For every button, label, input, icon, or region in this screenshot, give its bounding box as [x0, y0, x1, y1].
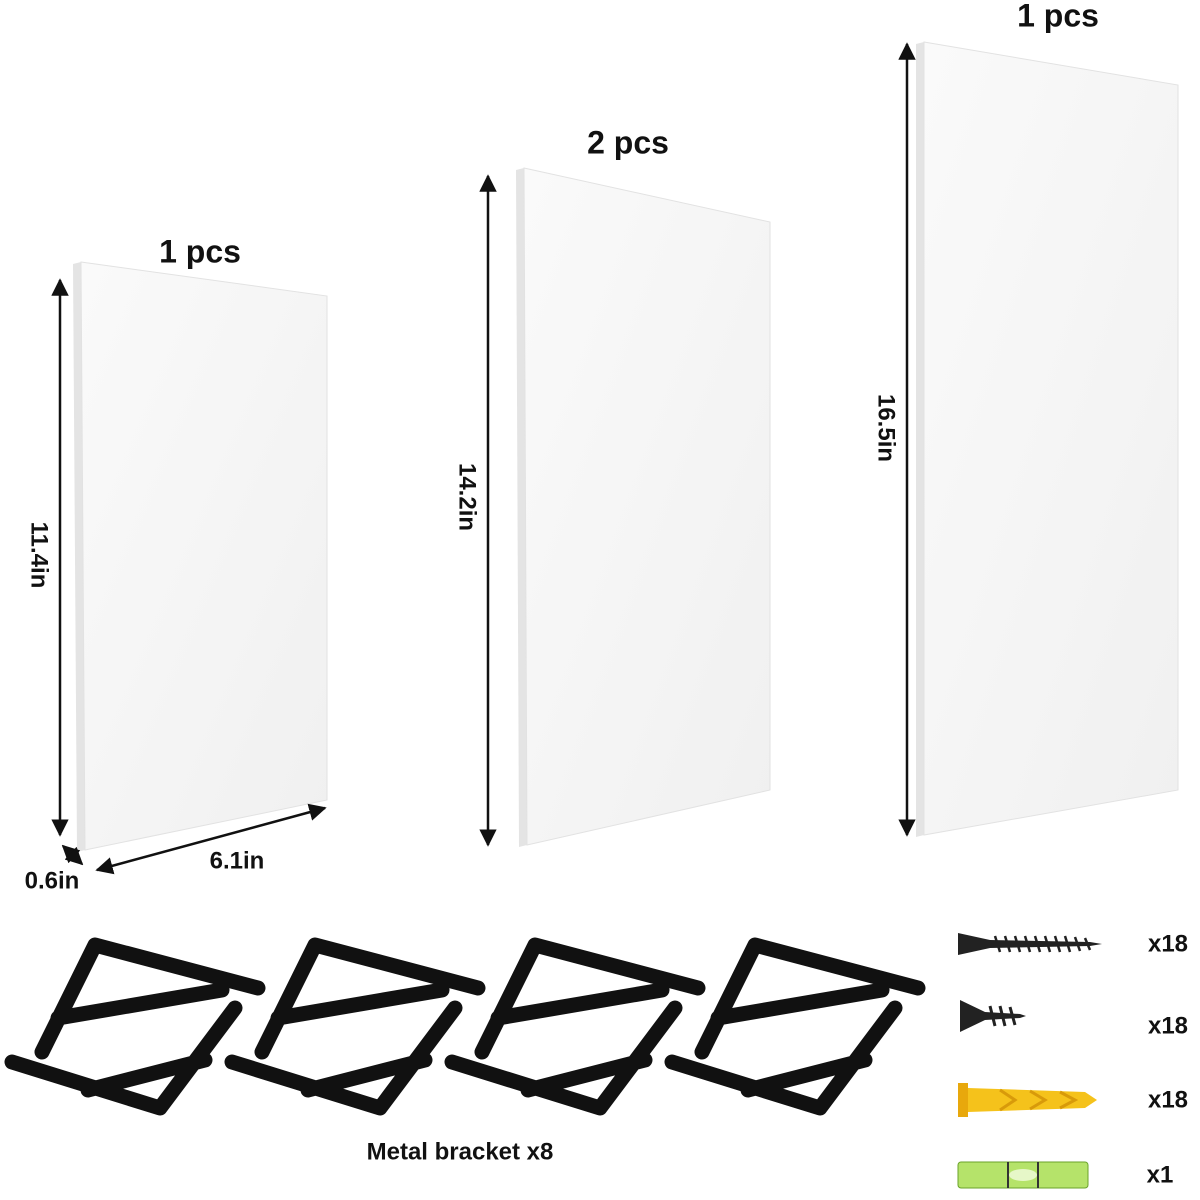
brackets-label: Metal bracket x8	[367, 1138, 554, 1165]
hardware-quantity: x1	[1147, 1161, 1174, 1188]
depth-arrow	[61, 844, 84, 866]
hardware-quantity: x18	[1148, 1012, 1188, 1039]
short-screw	[960, 1000, 1026, 1032]
quantity-label: 2 pcs	[587, 124, 669, 160]
shelf-medium	[516, 167, 771, 847]
width-arrow	[95, 803, 327, 875]
shelf-small	[73, 261, 328, 852]
bracket-pair	[452, 945, 698, 1108]
height-label: 14.2in	[454, 463, 481, 531]
height-label: 11.4in	[26, 522, 53, 589]
wall-anchor	[958, 1083, 1097, 1117]
bracket-pair	[672, 945, 918, 1108]
width-label: 6.1in	[210, 847, 265, 874]
hardware-quantity: x18	[1148, 1086, 1188, 1113]
quantity-label: 1 pcs	[1017, 0, 1099, 33]
long-screw	[958, 933, 1102, 955]
depth-label: 0.6in	[25, 867, 80, 894]
bracket-pair	[232, 945, 478, 1108]
shelf-large	[916, 41, 1179, 837]
bubble-level	[957, 1161, 1089, 1189]
bracket-pair	[12, 945, 258, 1108]
quantity-label: 1 pcs	[159, 233, 241, 269]
hardware-quantity: x18	[1148, 930, 1188, 957]
height-label: 16.5in	[873, 394, 900, 462]
